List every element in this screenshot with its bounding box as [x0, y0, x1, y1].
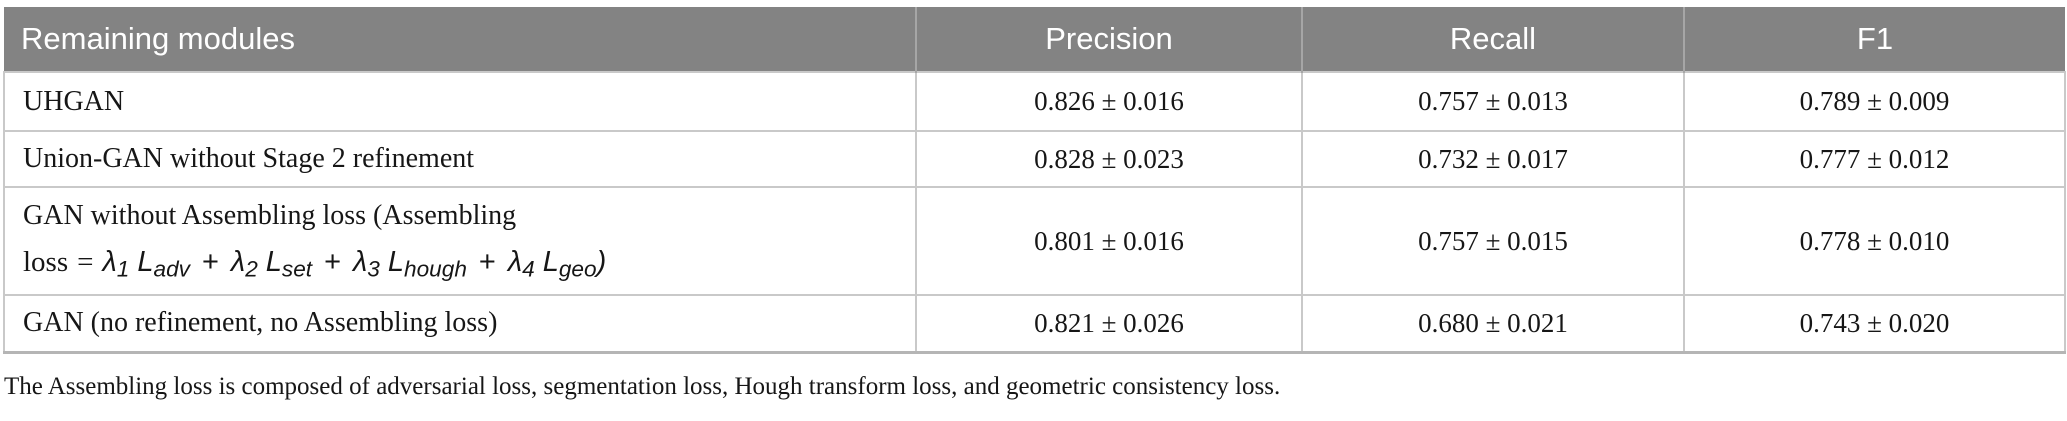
recall-value: 0.757 ± 0.013: [1301, 71, 1685, 132]
formula-plus: +: [201, 245, 219, 278]
paper-table-figure: Remaining modules Precision Recall F1 UH…: [3, 7, 2066, 400]
formula-plus: +: [478, 245, 496, 278]
formula-lambda2: λ2: [230, 245, 258, 282]
formula-lambda3: λ3: [353, 245, 380, 282]
table-row-gan-no-assembling: GAN without Assembling loss (Assembling …: [3, 186, 2066, 296]
header-row: Remaining modules Precision Recall F1: [4, 7, 2065, 72]
header-recall: Recall: [1301, 7, 1684, 72]
formula-L-hough: Lhough: [387, 245, 467, 282]
formula-lambda4: λ4: [507, 245, 535, 282]
formula-lhs: loss: [23, 245, 69, 278]
formula-L-geo: Lgeo: [542, 245, 597, 282]
table-header: Remaining modules Precision Recall F1: [4, 7, 2065, 72]
table-footnote: The Assembling loss is composed of adver…: [4, 372, 1281, 400]
assembling-loss-formula: loss = λ1 Ladv + λ2 Lset + λ3 Lhough + λ4 Lgeo): [23, 246, 903, 282]
table-row-union-gan: Union-GAN without Stage 2 refinement 0.8…: [3, 130, 2066, 188]
f1-value: 0.778 ± 0.010: [1683, 186, 2066, 296]
formula-L-set: Lset: [265, 245, 313, 282]
table-body: UHGAN 0.826 ± 0.016 0.757 ± 0.013 0.789 …: [3, 71, 2066, 354]
header-precision: Precision: [915, 7, 1302, 72]
header-remaining-modules: Remaining modules: [4, 7, 916, 72]
module-cell-with-formula: GAN without Assembling loss (Assembling …: [3, 186, 917, 296]
recall-value: 0.680 ± 0.021: [1301, 294, 1685, 354]
f1-value: 0.789 ± 0.009: [1683, 71, 2066, 132]
ablation-results-table: Remaining modules Precision Recall F1 UH…: [3, 7, 2066, 354]
formula-close-paren: ): [596, 245, 607, 278]
f1-value: 0.777 ± 0.012: [1683, 130, 2066, 188]
formula-lambda1: λ1: [102, 245, 130, 282]
precision-value: 0.801 ± 0.016: [915, 186, 1303, 296]
precision-value: 0.828 ± 0.023: [915, 130, 1303, 188]
formula-L-adv: Ladv: [137, 245, 190, 282]
recall-value: 0.757 ± 0.015: [1301, 186, 1685, 296]
header-f1: F1: [1683, 7, 2065, 72]
table-row-gan-plain: GAN (no refinement, no Assembling loss) …: [3, 294, 2066, 354]
precision-value: 0.826 ± 0.016: [915, 71, 1303, 132]
module-label-line1: GAN without Assembling loss (Assembling: [23, 199, 517, 231]
formula-plus: +: [324, 245, 342, 278]
formula-equals: =: [77, 245, 94, 278]
recall-value: 0.732 ± 0.017: [1301, 130, 1685, 188]
f1-value: 0.743 ± 0.020: [1683, 294, 2066, 354]
module-cell: UHGAN: [3, 71, 917, 132]
precision-value: 0.821 ± 0.026: [915, 294, 1303, 354]
table-row-uhgan: UHGAN 0.826 ± 0.016 0.757 ± 0.013 0.789 …: [3, 71, 2066, 132]
module-cell: Union-GAN without Stage 2 refinement: [3, 130, 917, 188]
module-cell: GAN (no refinement, no Assembling loss): [3, 294, 917, 354]
